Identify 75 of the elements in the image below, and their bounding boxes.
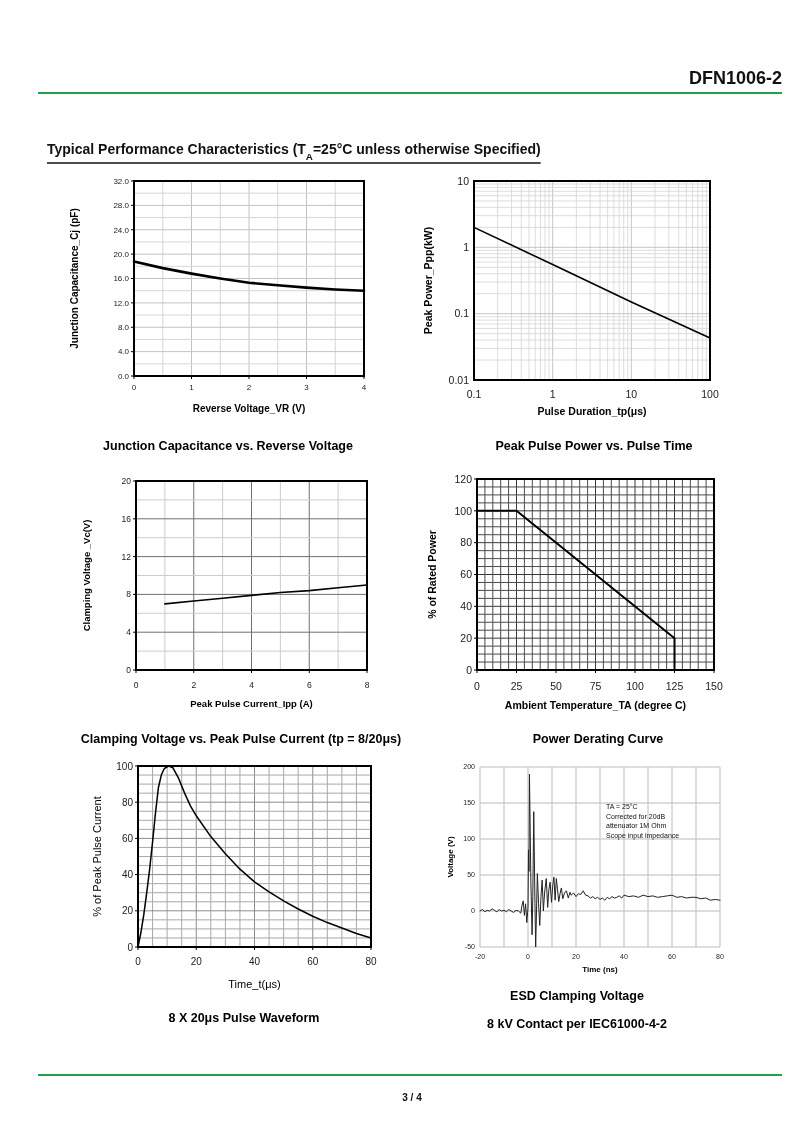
x-tick-label: 25 [510, 680, 523, 692]
y-tick-label: 20 [121, 475, 132, 486]
x-axis-title: Pulse Duration_tp(μs) [537, 405, 647, 417]
x-tick-label: 1 [189, 383, 195, 392]
x-tick-label: 6 [306, 680, 312, 690]
x-tick-label: 0 [135, 956, 142, 967]
y-axis-title: Voltage (V) [446, 836, 455, 878]
x-tick-label: 75 [589, 680, 602, 692]
x-tick-label: 2 [191, 680, 197, 690]
x-tick-label: 3 [304, 383, 310, 392]
y-axis-title: Junction Capacitance_Cj (pF) [69, 208, 80, 349]
x-tick-label: 60 [307, 956, 319, 967]
y-tick-label: 4 [126, 627, 132, 638]
x-tick-label: 80 [365, 956, 377, 967]
y-tick-label: 16.0 [113, 274, 130, 284]
y-tick-label: 20.0 [113, 249, 130, 259]
y-tick-label: 0.1 [454, 307, 470, 320]
y-tick-label: 20 [460, 631, 473, 644]
text: 8 X 20μs Pulse Waveform [168, 1011, 320, 1025]
text: DFN1006-2 [688, 68, 782, 88]
y-axis-title: % of Rated Power [426, 530, 438, 619]
y-tick-label: 60 [121, 832, 134, 844]
text: Power Derating Curve [532, 732, 664, 746]
y-tick-label: 10 [457, 174, 470, 187]
y-tick-label: 32.0 [113, 176, 130, 186]
x-tick-label: 100 [626, 680, 644, 692]
x-tick-label: 20 [190, 956, 203, 967]
text: Clamping Voltage vs. Peak Pulse Current (tp = 8/20μs) [80, 732, 402, 746]
y-axis-title: Clamping Voltage _Vc(V) [81, 519, 92, 632]
y-tick-label: 0.01 [448, 373, 470, 386]
y-tick-label: 12.0 [113, 298, 130, 308]
y-tick-label: 28.0 [113, 201, 130, 211]
y-axis-title: Peak Power_Ppp(kW) [422, 226, 434, 335]
y-tick-label: 8.0 [117, 323, 130, 333]
y-tick-label: 8 [126, 589, 132, 600]
y-tick-label: 20 [121, 905, 134, 917]
y-tick-label: 12 [121, 551, 132, 562]
text: Typical Performance Characteristics (T$_{A}$=25°C unless otherwise Specified) [47, 141, 541, 162]
text: ESD Clamping Voltage [510, 989, 644, 1003]
y-tick-label: 80 [121, 796, 134, 808]
y-tick-label: 40 [121, 869, 134, 881]
x-axis-title: Time_t(μs) [228, 978, 281, 990]
y-axis-title: % of Peak Pulse Current [91, 796, 103, 917]
x-tick-label: 10 [625, 388, 638, 400]
text: Peak Pulse Power vs. Pulse Time [495, 439, 693, 453]
x-tick-label: 50 [550, 680, 562, 692]
x-axis-title: Peak Pulse Current_Ipp (A) [190, 698, 313, 709]
y-tick-label: 100 [116, 760, 134, 772]
y-tick-label: 80 [460, 536, 473, 549]
y-tick-label: 0 [126, 664, 132, 675]
y-tick-label: 4.0 [117, 347, 130, 357]
x-axis-title: Reverse Voltage_VR (V) [192, 403, 306, 414]
text: 8 kV Contact per IEC61000-4-2 [487, 1017, 668, 1031]
x-tick-label: 4 [249, 680, 255, 690]
text: 3 / 4 [402, 1092, 423, 1103]
y-tick-label: 0 [466, 663, 473, 676]
x-tick-label: 2 [246, 383, 252, 392]
x-tick-label: 40 [248, 956, 261, 967]
y-tick-label: 24.0 [113, 225, 130, 235]
y-tick-label: 100 [454, 504, 473, 517]
x-tick-label: 150 [705, 680, 723, 692]
text: Junction Capacitance vs. Reverse Voltage [103, 439, 353, 453]
x-axis-title: Time (ns) [582, 965, 619, 974]
y-tick-label: 16 [121, 513, 132, 524]
x-tick-label: 8 [364, 680, 370, 690]
x-tick-label: 1 [549, 388, 556, 400]
y-tick-label: 40 [460, 600, 473, 613]
y-tick-label: 60 [460, 568, 473, 581]
x-tick-label: 4 [361, 383, 367, 392]
x-tick-label: 125 [665, 680, 684, 692]
x-axis-title: Ambient Temperature_TA (degree C) [504, 699, 687, 711]
y-tick-label: 0.0 [117, 371, 130, 381]
x-tick-label: 100 [701, 388, 719, 400]
y-tick-label: 120 [454, 472, 473, 485]
y-tick-label: 1 [463, 241, 470, 254]
